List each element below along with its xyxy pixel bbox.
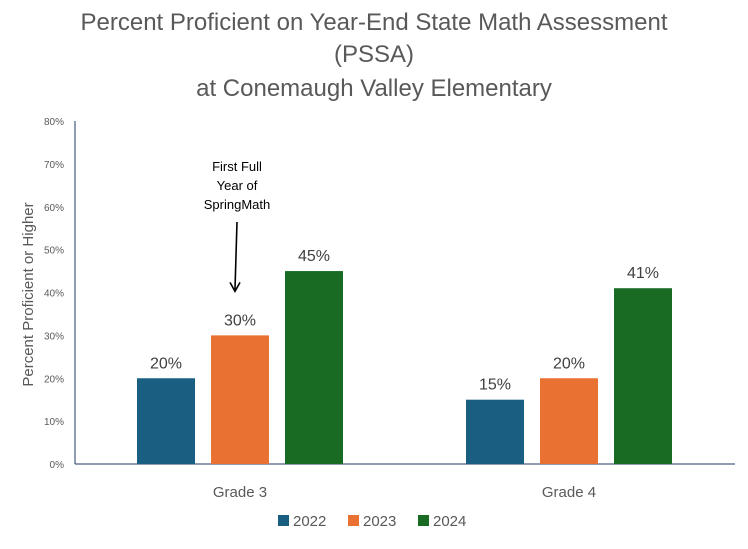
bar-2024-grade-3	[285, 271, 343, 464]
y-tick-label: 20%	[44, 374, 64, 385]
chart-title-line-2: (PSSA)	[333, 41, 414, 68]
annotation-arrow-head	[229, 281, 241, 294]
annotation-text-line: First Full	[212, 159, 262, 174]
annotation-text-line: Year of	[217, 178, 258, 193]
y-tick-label: 50%	[44, 246, 64, 257]
annotation-text-line: SpringMath	[204, 197, 270, 212]
legend-swatch-2024	[418, 515, 429, 526]
legend-swatch-2023	[348, 515, 359, 526]
bar-2022-grade-3	[137, 378, 195, 464]
category-label: Grade 4	[542, 484, 596, 501]
bars	[137, 271, 672, 464]
y-axis-label: Percent Proficient or Higher	[20, 202, 37, 386]
category-labels: Grade 3 Grade 4	[213, 484, 596, 501]
y-tick-label: 30%	[44, 331, 64, 342]
bar-data-label: 30%	[224, 312, 256, 329]
y-tick-label: 80%	[44, 117, 64, 128]
bar-data-label: 20%	[150, 355, 182, 372]
bar-2022-grade-4	[466, 399, 524, 464]
y-axis-ticks: 0% 10% 20% 30% 40% 50% 60% 70% 80%	[44, 117, 64, 471]
annotation-arrow-shaft	[234, 221, 238, 290]
y-tick-label: 60%	[44, 203, 64, 214]
legend-swatch-2022	[278, 515, 289, 526]
y-tick-label: 40%	[44, 289, 64, 300]
chart-title-line-3: at Conemaugh Valley Elementary	[196, 75, 552, 102]
bar-data-label: 15%	[479, 377, 511, 394]
category-label: Grade 3	[213, 484, 267, 501]
y-tick-label: 10%	[44, 417, 64, 428]
bar-data-labels: 20% 30% 45% 15% 20% 41%	[150, 248, 659, 394]
annotation: First Full Year of SpringMath	[204, 159, 270, 294]
legend-label-2024: 2024	[433, 513, 466, 530]
chart-title-line-1: Percent Proficient on Year-End State Mat…	[80, 9, 668, 36]
bar-2023-grade-4	[540, 378, 598, 464]
bar-2023-grade-3	[211, 335, 269, 464]
bar-2024-grade-4	[614, 288, 672, 464]
legend: 2022 2023 2024	[278, 513, 466, 530]
bar-data-label: 20%	[553, 355, 585, 372]
legend-label-2023: 2023	[363, 513, 396, 530]
y-tick-label: 70%	[44, 160, 64, 171]
legend-label-2022: 2022	[293, 513, 326, 530]
y-tick-label: 0%	[50, 460, 65, 471]
bar-data-label: 41%	[627, 265, 659, 282]
bar-data-label: 45%	[298, 248, 330, 265]
